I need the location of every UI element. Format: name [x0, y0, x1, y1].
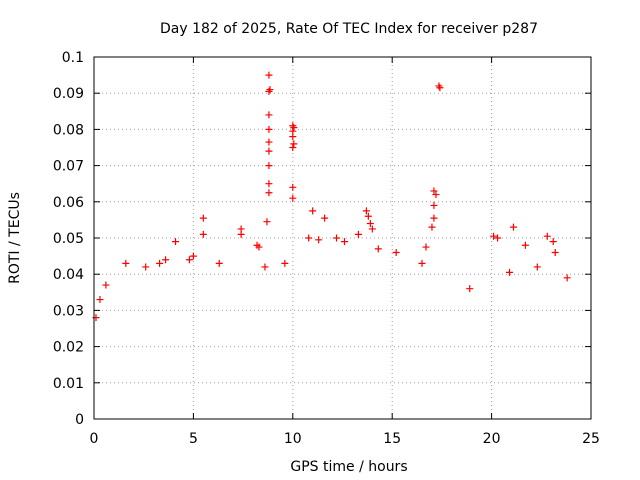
- data-point: [142, 263, 150, 271]
- data-point: [505, 268, 513, 276]
- y-tick-label: 0.05: [53, 231, 84, 247]
- data-point: [364, 212, 372, 220]
- data-point: [362, 207, 370, 215]
- y-tick-label: 0.02: [53, 340, 84, 356]
- x-tick-label: 25: [582, 431, 600, 447]
- data-point: [563, 274, 571, 282]
- data-point: [265, 111, 273, 119]
- data-point: [418, 259, 426, 267]
- data-point: [265, 71, 273, 79]
- data-point: [521, 241, 529, 249]
- y-axis-label: ROTI / TECUs: [7, 192, 23, 284]
- data-point: [551, 248, 559, 256]
- data-point: [428, 223, 436, 231]
- data-point: [430, 187, 438, 195]
- data-point: [265, 162, 273, 170]
- data-point: [549, 238, 557, 246]
- data-point: [265, 87, 273, 95]
- data-point: [290, 140, 298, 148]
- data-point: [430, 214, 438, 222]
- data-point: [102, 281, 110, 289]
- data-point: [96, 296, 104, 304]
- data-point: [215, 259, 223, 267]
- data-point: [261, 263, 269, 271]
- grid-lines: [94, 57, 591, 419]
- data-point: [422, 243, 430, 251]
- y-tick-label: 0.1: [62, 50, 84, 66]
- data-point: [494, 234, 502, 242]
- data-points: [92, 71, 571, 322]
- data-point: [354, 230, 362, 238]
- data-point: [265, 180, 273, 188]
- data-point: [185, 256, 193, 264]
- x-tick-label: 0: [90, 431, 99, 447]
- data-point: [340, 238, 348, 246]
- data-point: [290, 124, 298, 132]
- data-point: [392, 248, 400, 256]
- data-point: [289, 144, 297, 151]
- data-point: [265, 138, 273, 146]
- data-point: [430, 201, 438, 209]
- data-point: [366, 220, 374, 228]
- y-tick-label: 0.09: [53, 86, 84, 102]
- chart-title: Day 182 of 2025, Rate Of TEC Index for r…: [160, 21, 538, 37]
- data-point: [333, 234, 341, 242]
- data-point: [368, 225, 376, 233]
- data-point: [237, 230, 245, 238]
- x-tick-label: 5: [189, 431, 198, 447]
- x-tick-label: 20: [483, 431, 501, 447]
- y-tick-label: 0.06: [53, 195, 84, 211]
- data-point: [435, 82, 443, 90]
- data-point: [199, 214, 207, 222]
- data-point: [374, 245, 382, 253]
- axis-ticks: 0 0.01 0.02 0.03 0.04 0.05 0.06 0.07 0.08 0.09 0.1…: [53, 50, 600, 447]
- data-point: [265, 189, 273, 197]
- x-tick-label: 15: [383, 431, 401, 447]
- data-point: [162, 256, 170, 264]
- data-point: [305, 234, 313, 242]
- data-point: [265, 125, 273, 133]
- data-point: [309, 207, 317, 215]
- x-tick-label: 10: [284, 431, 302, 447]
- data-point: [172, 238, 180, 246]
- data-point: [122, 259, 130, 267]
- data-point: [263, 218, 271, 226]
- data-point: [189, 252, 197, 260]
- data-point: [265, 147, 273, 155]
- data-point: [199, 230, 207, 238]
- y-tick-label: 0.01: [53, 376, 84, 392]
- data-point: [321, 214, 329, 222]
- data-point: [315, 236, 323, 244]
- y-tick-label: 0.07: [53, 159, 84, 175]
- y-tick-label: 0.04: [53, 267, 84, 283]
- data-point: [255, 243, 263, 251]
- y-tick-label: 0.03: [53, 303, 84, 319]
- data-point: [266, 86, 274, 94]
- data-point: [543, 232, 551, 240]
- data-point: [466, 285, 474, 293]
- x-axis-label: GPS time / hours: [290, 459, 407, 475]
- data-point: [281, 259, 289, 267]
- data-point: [432, 191, 440, 199]
- data-point: [289, 194, 297, 202]
- data-point: [436, 84, 444, 92]
- data-point: [533, 263, 541, 271]
- data-point: [289, 122, 297, 130]
- data-point: [509, 223, 517, 231]
- data-point: [289, 183, 297, 191]
- y-tick-label: 0.08: [53, 122, 84, 138]
- data-point: [490, 232, 498, 240]
- data-point: [156, 259, 164, 267]
- y-tick-label: 0: [75, 412, 84, 428]
